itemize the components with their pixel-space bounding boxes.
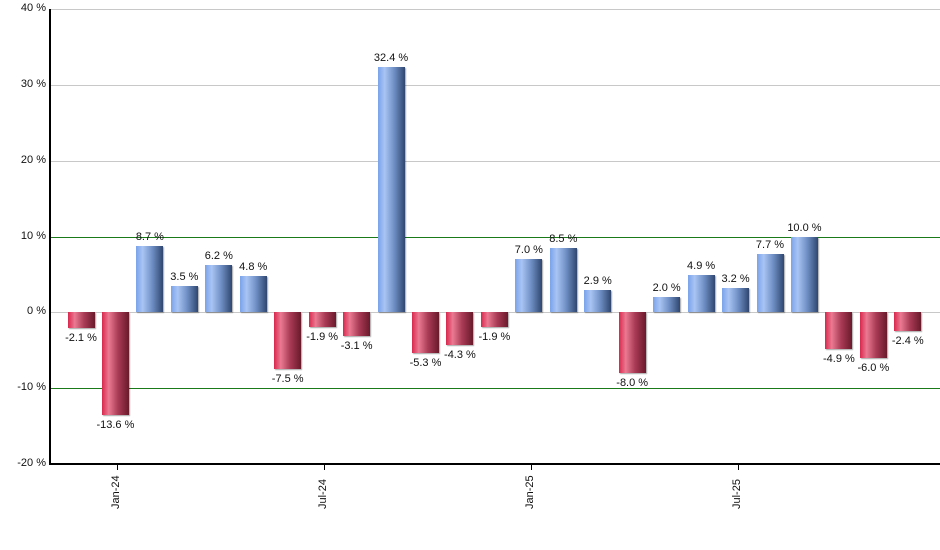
bar-value-label: 4.8 % xyxy=(239,260,268,273)
bar-jan-25 xyxy=(515,259,543,313)
x-tick-label: Jan-24 xyxy=(110,475,122,509)
bar-value-label: -4.3 % xyxy=(444,348,476,361)
x-tick-label: Jul-25 xyxy=(731,479,743,509)
bar-value-label: 10.0 % xyxy=(787,221,822,234)
x-tick-label: Jan-25 xyxy=(524,475,536,509)
bar-oct-24 xyxy=(412,312,439,353)
bar-value-label: -1.9 % xyxy=(306,330,339,343)
bar-value-label: 8.5 % xyxy=(549,232,578,245)
bar-may-24 xyxy=(239,275,267,313)
gridline xyxy=(50,85,940,86)
bar-value-label: 2.0 % xyxy=(652,282,681,295)
bar-value-label: 6.2 % xyxy=(204,250,233,263)
bar-value-label: -1.9 % xyxy=(478,330,511,343)
bar-apr-25 xyxy=(618,312,646,373)
bar-value-label: -2.1 % xyxy=(65,332,97,345)
bar-value-label: 32.4 % xyxy=(373,51,409,64)
gridline xyxy=(50,9,940,10)
bar-jun-25 xyxy=(687,275,715,313)
bar-nov-24 xyxy=(446,312,474,345)
bar-dec-23 xyxy=(67,312,95,329)
bar-mar-25 xyxy=(584,290,612,313)
bar-may-25 xyxy=(653,297,681,313)
bar-apr-24 xyxy=(205,265,233,313)
y-tick-label: -10 % xyxy=(17,381,46,393)
bar-nov-25 xyxy=(859,312,887,358)
y-tick-label: 10 % xyxy=(20,230,46,242)
bar-value-label: 4.9 % xyxy=(687,260,716,273)
x-tick-mark xyxy=(324,465,325,470)
x-tick-mark xyxy=(738,465,739,470)
bar-value-label: -5.3 % xyxy=(409,356,442,369)
bar-value-label: -7.5 % xyxy=(271,373,304,386)
bar-value-label: 3.5 % xyxy=(170,270,199,283)
bar-dec-25 xyxy=(894,312,922,331)
y-tick-label: 30 % xyxy=(20,78,46,90)
reference-line xyxy=(50,237,940,238)
bar-value-label: 7.7 % xyxy=(755,238,785,251)
x-tick-mark xyxy=(531,465,532,470)
bar-sep-24 xyxy=(377,66,405,313)
bar-feb-24 xyxy=(136,246,164,313)
bar-value-label: 2.9 % xyxy=(583,275,612,288)
bar-dec-24 xyxy=(480,312,508,327)
bar-oct-25 xyxy=(825,312,853,350)
bar-value-label: 3.2 % xyxy=(721,273,750,286)
bar-jul-24 xyxy=(308,312,336,327)
bar-aug-24 xyxy=(343,312,371,336)
x-tick-label: Jul-24 xyxy=(317,479,329,509)
bar-jul-25 xyxy=(722,288,750,313)
bar-value-label: -4.9 % xyxy=(822,353,855,366)
bar-mar-24 xyxy=(170,285,198,313)
bar-aug-25 xyxy=(756,253,784,313)
bar-value-label: -2.4 % xyxy=(891,334,924,347)
y-tick-label: -20 % xyxy=(17,457,46,469)
bar-value-label: -8.0 % xyxy=(616,377,649,389)
gridline xyxy=(50,161,940,162)
y-tick-label: 0 % xyxy=(27,305,46,317)
bar-sep-25 xyxy=(790,236,818,313)
y-tick-label: 20 % xyxy=(20,154,46,166)
bar-value-label: -6.0 % xyxy=(857,361,890,374)
y-axis-line xyxy=(49,9,51,465)
x-axis-line xyxy=(49,463,940,465)
bar-value-label: -13.6 % xyxy=(96,419,135,432)
bar-value-label: 7.0 % xyxy=(514,244,543,257)
reference-line xyxy=(50,388,940,389)
bar-jun-24 xyxy=(274,312,302,370)
bar-feb-25 xyxy=(549,247,577,313)
bar-jan-24 xyxy=(101,312,129,416)
x-tick-mark xyxy=(117,465,118,470)
bar-value-label: -3.1 % xyxy=(340,339,373,352)
y-tick-label: 40 % xyxy=(20,2,46,14)
bar-value-label: 8.7 % xyxy=(135,231,164,244)
